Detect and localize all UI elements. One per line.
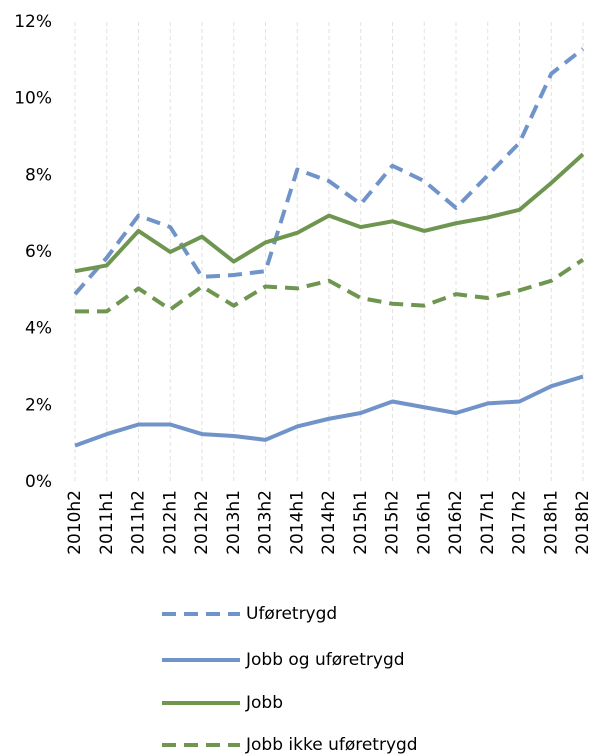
x-tick-label: 2012h2 [192, 490, 212, 555]
x-tick-label: 2010h2 [65, 490, 85, 555]
y-tick-label: 12% [14, 12, 52, 32]
x-tick-label: 2011h1 [97, 490, 117, 555]
y-tick-label: 4% [25, 319, 52, 339]
series-line [74, 152, 585, 274]
x-tick-label: 2018h1 [541, 490, 561, 555]
x-tick-label: 2013h1 [224, 490, 244, 555]
y-tick-label: 6% [25, 242, 52, 262]
x-tick-label: 2017h1 [478, 490, 498, 555]
legend-label: Jobb og uføretrygd [245, 650, 405, 670]
x-tick-label: 2015h1 [351, 490, 371, 555]
x-tick-label: 2013h2 [256, 490, 276, 555]
x-tick-label: 2017h2 [510, 490, 530, 555]
x-tick-label: 2011h2 [129, 490, 149, 555]
series-line [75, 258, 585, 314]
x-tick-label: 2014h1 [287, 490, 307, 555]
series-line [73, 47, 585, 296]
y-tick-label: 8% [25, 165, 52, 185]
y-tick-label: 0% [25, 472, 52, 492]
x-tick-label: 2012h1 [160, 490, 180, 555]
legend-label: Jobb [245, 693, 283, 713]
y-tick-label: 10% [14, 89, 52, 109]
x-tick-label: 2016h1 [414, 490, 434, 555]
legend-label: Jobb ikke uføretrygd [245, 735, 418, 755]
x-tick-label: 2015h2 [383, 490, 403, 555]
x-tick-label: 2018h2 [573, 490, 593, 555]
x-tick-label: 2014h2 [319, 490, 339, 555]
legend-label: Uføretrygd [246, 604, 337, 624]
y-tick-label: 2% [25, 395, 52, 415]
x-tick-label: 2016h2 [446, 490, 466, 555]
series-line [74, 374, 584, 448]
